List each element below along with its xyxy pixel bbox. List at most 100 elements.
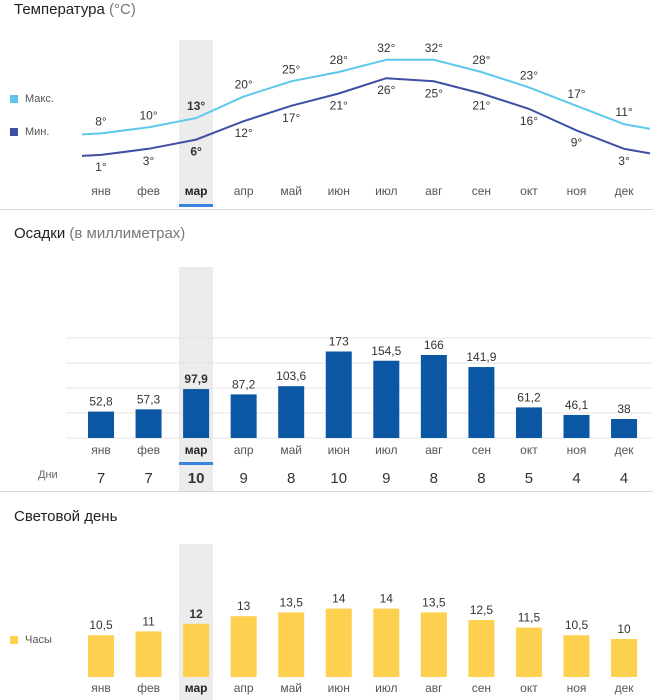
daylight-value-label: 10,5 [565, 618, 589, 632]
max-temp-label: 28° [472, 53, 490, 67]
daylight-title-text: Световой день [14, 508, 118, 525]
rainy-days-value: 4 [620, 470, 628, 487]
max-temp-label: 25° [282, 62, 300, 76]
month-tick-label: янв [91, 184, 111, 198]
daylight-value-label: 10 [617, 622, 631, 636]
precipitation-bar [611, 419, 638, 438]
daylight-bar [135, 631, 162, 677]
daylight-value-label: 13,5 [280, 595, 304, 609]
precipitation-unit: (в миллиметрах) [69, 225, 186, 242]
legend-min-label: Мин. [25, 126, 50, 138]
min-temp-label: 26° [377, 83, 395, 97]
precipitation-value-label: 97,9 [184, 372, 208, 386]
daylight-value-label: 12 [189, 607, 203, 621]
rainy-days-value: 10 [330, 470, 347, 487]
month-tick-label: сен [472, 443, 491, 457]
daylight-value-label: 11 [142, 614, 155, 628]
month-tick-label: окт [520, 443, 538, 457]
precipitation-bar [183, 389, 210, 438]
max-temp-label: 23° [520, 68, 538, 82]
month-tick-label: июн [328, 681, 350, 695]
precipitation-bar [230, 394, 257, 438]
month-tick-label: окт [520, 184, 538, 198]
precipitation-value-label: 173 [329, 335, 349, 349]
precipitation-title: Осадки (в миллиметрах) [14, 225, 185, 242]
precipitation-value-label: 61,2 [517, 390, 541, 404]
daylight-chart: 10,5 11 12 13 13,5 14 14 13,5 12,5 11,5 10,5 10 янв ф… [88, 592, 638, 695]
temperature-chart: 8° 10° 13° 20° 25° 28° 32° 32° 28° 23° 17° 11° 1° 3° 6… [81, 41, 651, 198]
daylight-value-label: 13 [237, 599, 251, 613]
month-tick-label: сен [472, 681, 491, 695]
min-temp-label: 3° [143, 154, 155, 168]
legend-hours-label: Часы [25, 634, 52, 646]
month-tick-label: авг [425, 184, 443, 198]
precipitation-value-label: 141,9 [466, 350, 496, 364]
precipitation-value-label: 52,8 [89, 395, 113, 409]
month-tick-label: дек [615, 184, 635, 198]
daylight-bar [230, 616, 257, 677]
month-tick-label: апр [234, 184, 254, 198]
month-tick-label: ноя [567, 443, 587, 457]
min-temperature-line [81, 77, 651, 157]
section-divider [0, 209, 653, 210]
min-temp-label: 6° [190, 145, 202, 159]
daylight-bar [373, 608, 400, 677]
legend-max: Макс. [10, 93, 54, 105]
daylight-bar [468, 620, 495, 677]
month-tick-label: мар [185, 681, 208, 695]
max-temp-label: 28° [330, 53, 348, 67]
max-temp-label: 11° [615, 105, 632, 119]
rainy-days-value: 7 [144, 470, 152, 487]
rainy-days-value: 5 [525, 470, 533, 487]
precipitation-bar [325, 351, 352, 438]
month-tick-label: июн [328, 443, 350, 457]
highlight-indicator-precipitation [179, 462, 213, 465]
precipitation-bar [420, 355, 447, 438]
month-tick-label: янв [91, 443, 111, 457]
daylight-bar [278, 612, 305, 677]
temperature-unit: (°C) [109, 1, 136, 18]
max-temp-label: 8° [95, 114, 107, 128]
month-tick-label: апр [234, 443, 254, 457]
month-tick-label: июн [328, 184, 350, 198]
section-divider [0, 491, 653, 492]
month-tick-label: май [280, 681, 302, 695]
max-temp-label: 20° [235, 78, 253, 92]
highlight-column-temperature [179, 40, 213, 206]
daylight-bar [420, 612, 447, 677]
daylight-value-label: 13,5 [422, 595, 446, 609]
precipitation-bar [468, 367, 495, 438]
daylight-bar [88, 635, 114, 677]
max-temp-label: 10° [139, 108, 157, 122]
month-tick-label: окт [520, 681, 538, 695]
daylight-title: Световой день [14, 508, 117, 525]
min-temp-label: 21° [330, 99, 348, 113]
month-tick-label: июл [375, 443, 397, 457]
daylight-value-label: 11,5 [518, 611, 541, 625]
legend-hours: Часы [10, 634, 52, 646]
month-tick-label: фев [137, 443, 160, 457]
daylight-bar [325, 608, 352, 677]
rainy-days-value: 8 [287, 470, 295, 487]
daylight-value-label: 14 [380, 592, 394, 606]
month-tick-label: дек [615, 443, 635, 457]
max-temp-label: 13° [187, 99, 205, 113]
month-tick-label: июл [375, 681, 397, 695]
precipitation-value-label: 87,2 [232, 377, 256, 391]
month-tick-label: мар [185, 443, 208, 457]
month-tick-label: мар [185, 184, 208, 198]
highlight-indicator-temperature [179, 204, 213, 207]
precipitation-value-label: 154,5 [371, 344, 401, 358]
max-temp-label: 32° [377, 41, 395, 55]
daylight-bar [183, 623, 210, 677]
precipitation-chart: 52,8 57,3 97,9 87,2 103,6 173 154,5 166 141,9 61,… [66, 335, 653, 487]
rainy-days-value: 4 [572, 470, 580, 487]
min-temp-label: 25° [425, 86, 443, 100]
precipitation-value-label: 38 [617, 402, 631, 416]
min-temp-label: 3° [618, 154, 630, 168]
rainy-days-value: 10 [188, 470, 205, 487]
rainy-days-value: 7 [97, 470, 105, 487]
min-temp-label: 12° [235, 126, 253, 140]
precipitation-bar [135, 409, 162, 438]
daylight-bar [563, 635, 590, 677]
